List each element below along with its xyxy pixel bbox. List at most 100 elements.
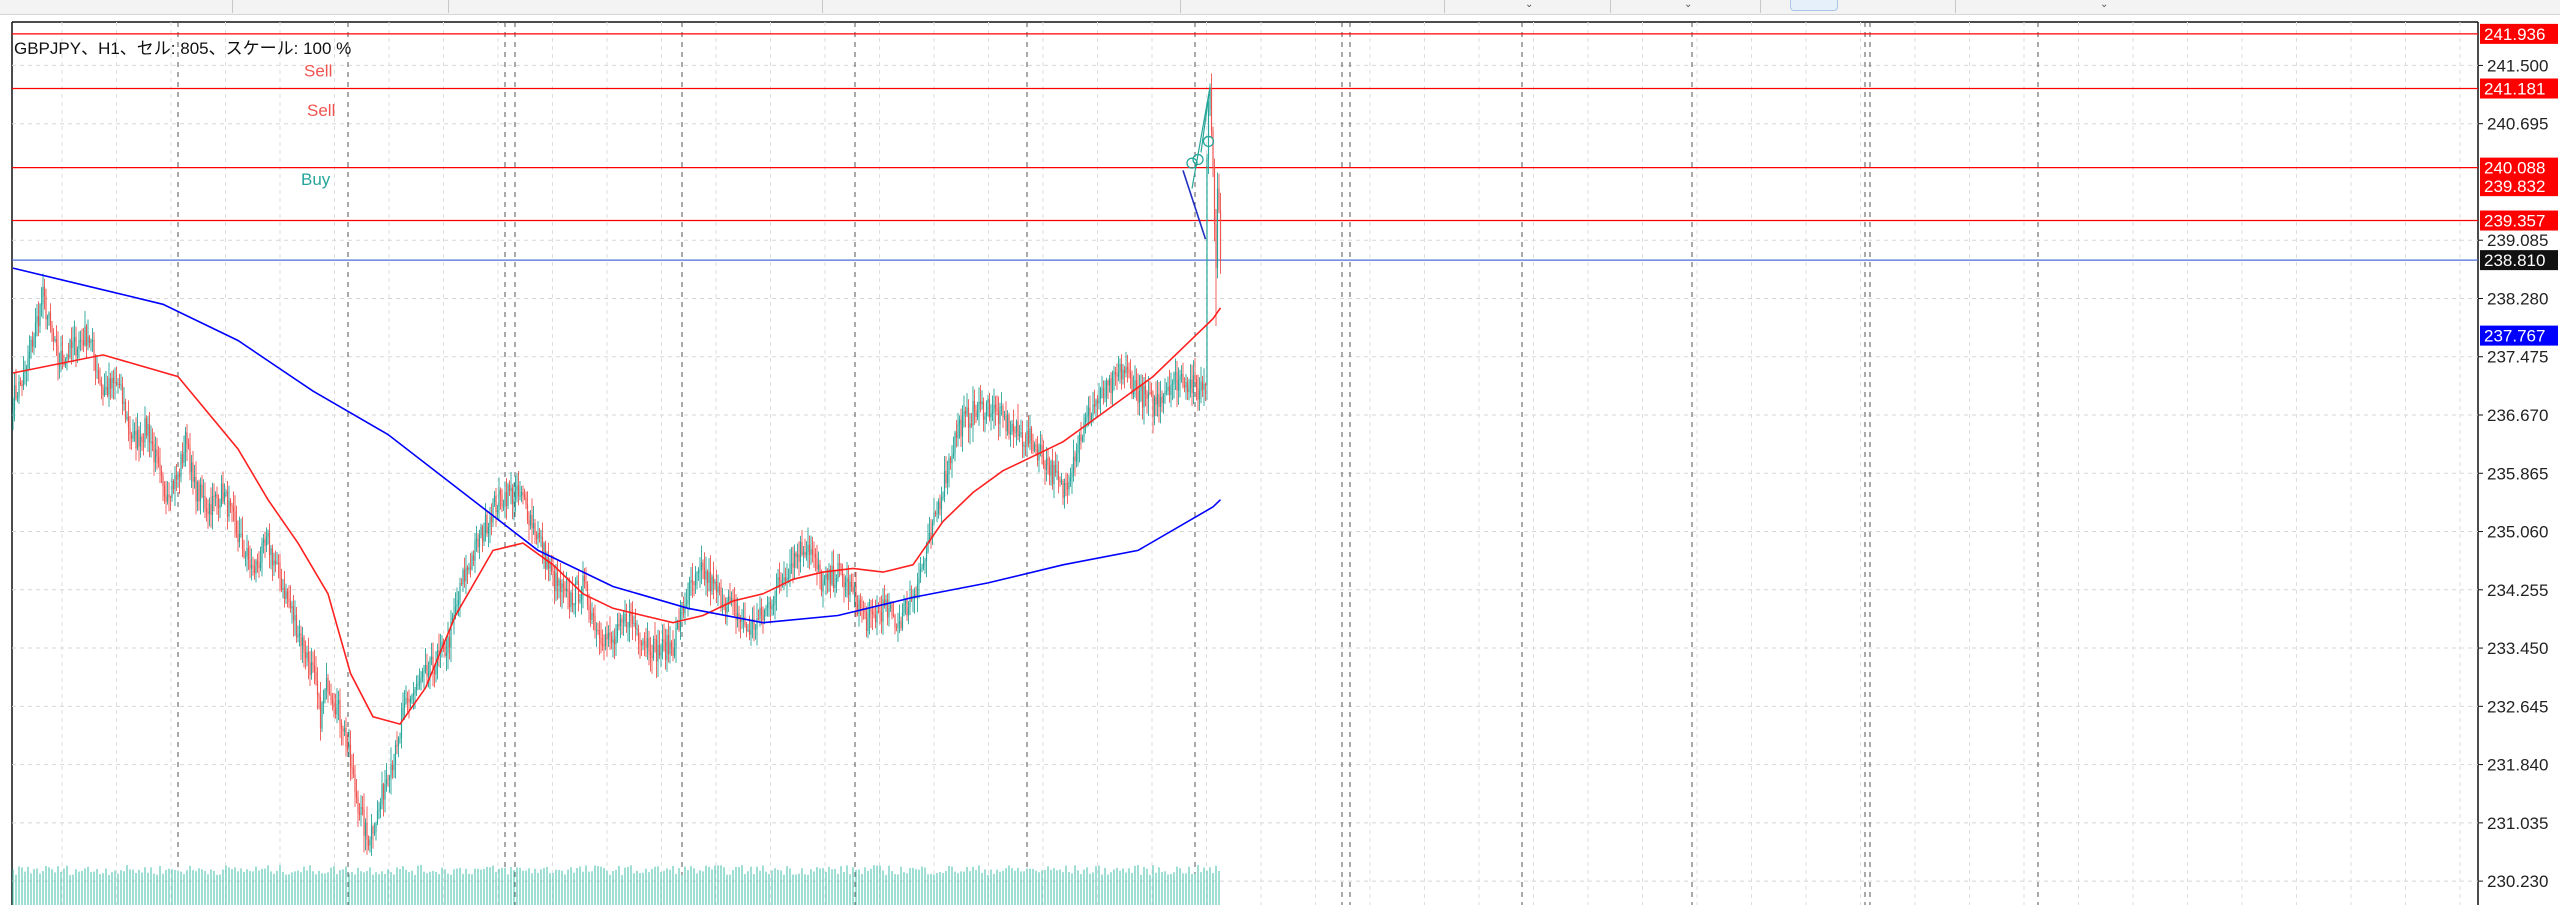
- candle: [871, 598, 874, 631]
- volume-bar: [99, 874, 101, 905]
- candle: [1126, 354, 1129, 383]
- candle: [879, 596, 881, 625]
- volume-bar: [870, 868, 872, 905]
- candle: [396, 731, 398, 755]
- volume-bar: [264, 868, 266, 905]
- candle: [658, 630, 661, 659]
- toolbar-active-button[interactable]: [1790, 0, 1838, 11]
- candle: [453, 598, 455, 635]
- candle-body: [783, 577, 785, 582]
- candle: [150, 425, 152, 458]
- candle-body: [420, 677, 422, 683]
- candle-body: [517, 485, 520, 497]
- candle: [1116, 363, 1118, 391]
- candle: [1161, 390, 1163, 413]
- candle-body: [870, 609, 872, 612]
- candle: [183, 435, 185, 467]
- candle: [580, 585, 583, 615]
- volume-bar: [1149, 874, 1151, 905]
- candle-body: [123, 401, 125, 404]
- candle: [619, 613, 622, 639]
- candle: [987, 394, 989, 417]
- candle: [1033, 441, 1036, 453]
- candle: [946, 460, 949, 495]
- candle: [466, 565, 469, 584]
- volume-bar: [573, 872, 575, 905]
- candle-body: [580, 593, 583, 600]
- candle-body: [856, 604, 859, 615]
- volume-bar: [1026, 868, 1028, 905]
- candle: [1164, 378, 1166, 404]
- candle-body: [244, 556, 247, 558]
- volume-bar: [372, 874, 374, 905]
- candle: [148, 412, 151, 458]
- volume-bar: [312, 871, 314, 905]
- candle-body: [706, 571, 709, 583]
- candle-body: [1081, 437, 1084, 441]
- candle-body: [1000, 406, 1003, 408]
- volume-bar: [138, 869, 140, 905]
- candle-body: [151, 441, 154, 445]
- candle: [355, 778, 358, 804]
- volume-bar: [93, 871, 95, 905]
- volume-bar: [162, 873, 164, 905]
- candle: [1035, 438, 1037, 456]
- volume-bar: [1119, 870, 1121, 905]
- candle: [807, 527, 809, 569]
- candle-body: [136, 429, 139, 449]
- candle-body: [535, 534, 538, 540]
- volume-bar: [921, 866, 923, 905]
- volume-bar: [183, 874, 185, 905]
- candle-body: [640, 643, 643, 646]
- candle-body: [1084, 417, 1087, 422]
- candle: [378, 801, 380, 820]
- candle: [661, 624, 664, 660]
- candle: [811, 536, 814, 563]
- volume-bar: [990, 869, 992, 905]
- candle-body: [988, 399, 991, 418]
- volume-bar: [54, 872, 56, 905]
- candle: [816, 544, 818, 586]
- candle-body: [861, 607, 863, 609]
- candle-body: [1066, 483, 1069, 490]
- volume-bar: [645, 868, 647, 905]
- candle-body: [855, 585, 857, 605]
- candle-body: [387, 779, 389, 781]
- volume-bar: [342, 869, 344, 905]
- chevron-down-icon[interactable]: ⌄: [1684, 0, 1693, 10]
- candle-body: [937, 501, 940, 514]
- price-tick-label: 240.695: [2487, 115, 2548, 134]
- candle: [171, 473, 173, 502]
- candle-body: [454, 606, 457, 616]
- volume-bar: [1203, 867, 1205, 905]
- candle: [1183, 377, 1186, 393]
- candle-body: [369, 839, 371, 846]
- chevron-down-icon[interactable]: ⌄: [2100, 0, 2109, 10]
- candle-body: [619, 618, 622, 627]
- candle: [793, 544, 796, 579]
- candle: [1069, 467, 1072, 487]
- candle-body: [192, 462, 194, 482]
- candle-body: [327, 678, 329, 693]
- volume-bar: [168, 868, 170, 905]
- volume-bar: [765, 871, 767, 905]
- candle-body: [807, 544, 809, 552]
- candle-body: [262, 539, 265, 543]
- candle: [1066, 473, 1069, 504]
- candle: [157, 446, 160, 468]
- candle: [1132, 375, 1135, 400]
- candle: [234, 495, 236, 538]
- candle-body: [1032, 440, 1034, 451]
- candle: [250, 548, 253, 581]
- candle: [298, 620, 301, 647]
- candle: [217, 494, 220, 522]
- candle-body: [784, 577, 787, 582]
- candle: [897, 612, 899, 642]
- chevron-down-icon[interactable]: ⌄: [1525, 0, 1534, 10]
- candle-body: [100, 382, 103, 388]
- candle-body: [1116, 375, 1118, 377]
- candle-body: [298, 633, 301, 635]
- volume-bar: [156, 874, 158, 905]
- candle-body: [787, 577, 790, 579]
